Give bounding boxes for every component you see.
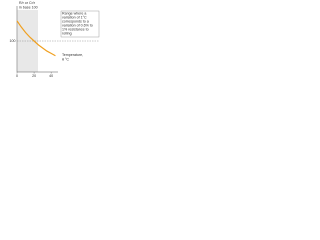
line	[16, 20, 56, 57]
x-tick-label: 0	[16, 74, 18, 78]
annotation: rolling	[62, 31, 72, 35]
annotation-box	[60, 10, 100, 38]
y-axis-label: in base 100	[19, 5, 38, 9]
x-tick-label: 20	[32, 74, 36, 78]
chart: 100 0 20 40 R/r or Cr/rin base 100 Temperatur…	[10, 1, 100, 78]
x-axis-label: θ °C	[62, 57, 69, 61]
x-tick-label: 40	[49, 74, 53, 78]
page: {"chart_data": {"type": "line", "y_label…	[0, 0, 100, 88]
annotation: variation of 1°C	[62, 15, 87, 19]
annotation: variation of 0.6% to	[62, 23, 93, 27]
x-axis-label: Temperature,	[62, 53, 83, 57]
annotation: 1% resistance to	[62, 27, 89, 31]
y-axis-label: R/r or Cr/r	[19, 1, 36, 5]
annotation: corresponds to a	[62, 19, 89, 23]
annotation: Range where a	[62, 11, 86, 15]
y-tick-label: 100	[10, 39, 16, 43]
